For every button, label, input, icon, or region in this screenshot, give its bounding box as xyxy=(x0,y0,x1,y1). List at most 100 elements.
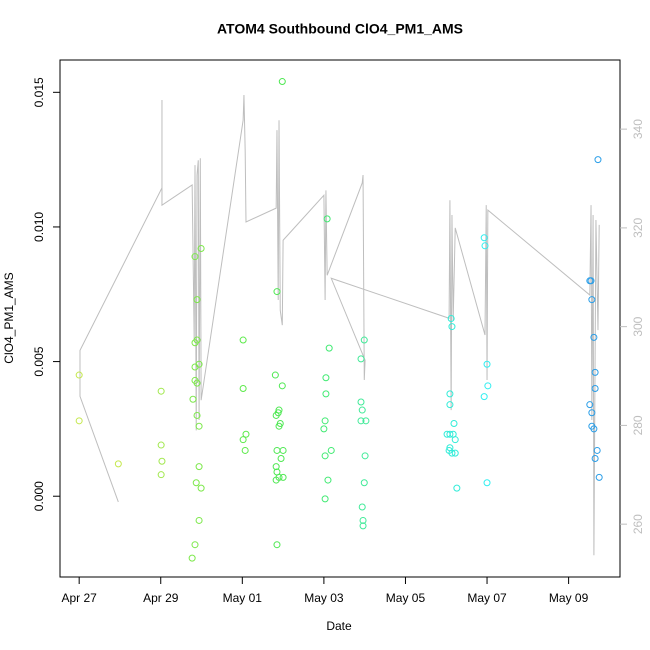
point xyxy=(195,463,203,471)
point xyxy=(273,541,281,549)
point xyxy=(360,336,368,344)
point xyxy=(272,411,280,419)
point xyxy=(242,430,250,438)
point xyxy=(357,398,365,406)
point xyxy=(189,395,197,403)
point xyxy=(272,463,280,471)
point xyxy=(158,457,166,465)
point xyxy=(278,382,286,390)
point xyxy=(279,473,287,481)
point xyxy=(157,471,165,479)
chart-title: ATOM4 Southbound ClO4_PM1_AMS xyxy=(217,21,463,37)
point xyxy=(359,516,367,524)
point xyxy=(446,390,454,398)
y-axis-label: ClO4_PM1_AMS xyxy=(2,272,16,363)
y-tick-label: 0.000 xyxy=(32,481,46,511)
point xyxy=(272,476,280,484)
point xyxy=(448,323,456,331)
x-tick-label: May 07 xyxy=(467,591,507,605)
point xyxy=(239,385,247,393)
x-tick-label: Apr 29 xyxy=(143,591,179,605)
point xyxy=(321,417,329,425)
y-tick-label: 0.005 xyxy=(32,346,46,376)
y-tick-label: 0.015 xyxy=(32,77,46,107)
point xyxy=(114,460,122,468)
point xyxy=(594,156,602,164)
point xyxy=(75,371,83,379)
point xyxy=(360,479,368,487)
point xyxy=(323,215,331,223)
point xyxy=(239,436,247,444)
point xyxy=(277,455,285,463)
x-axis-label: Date xyxy=(326,619,352,633)
point xyxy=(191,541,199,549)
point xyxy=(447,315,455,322)
point xyxy=(195,360,203,368)
point xyxy=(322,390,330,398)
y2-tick-label: 280 xyxy=(631,415,645,435)
point xyxy=(480,393,488,401)
point xyxy=(191,253,199,261)
point xyxy=(451,436,459,444)
plot-frame xyxy=(59,59,621,578)
point xyxy=(448,449,456,457)
point xyxy=(361,452,369,460)
point xyxy=(157,441,165,449)
point xyxy=(590,425,598,433)
point xyxy=(591,368,599,376)
point xyxy=(451,449,459,457)
point xyxy=(358,406,366,414)
point xyxy=(273,288,281,296)
point xyxy=(483,360,491,368)
point xyxy=(193,379,201,387)
point xyxy=(192,479,200,487)
point xyxy=(157,387,165,395)
x-tick-label: May 03 xyxy=(304,591,344,605)
point xyxy=(275,422,283,430)
point xyxy=(195,422,203,430)
point xyxy=(197,484,205,492)
point xyxy=(587,277,595,285)
y2-tick-label: 260 xyxy=(631,514,645,534)
point xyxy=(278,78,286,86)
point xyxy=(271,371,279,379)
point xyxy=(446,401,454,409)
point xyxy=(322,374,330,382)
point xyxy=(239,336,247,344)
point xyxy=(197,244,205,252)
point xyxy=(595,473,603,481)
y2-tick-label: 300 xyxy=(631,316,645,336)
point xyxy=(446,430,454,438)
point xyxy=(325,344,333,352)
point xyxy=(195,516,203,524)
point xyxy=(483,479,491,487)
point xyxy=(324,476,332,484)
point xyxy=(593,446,601,454)
y-tick-label: 0.010 xyxy=(32,212,46,242)
point xyxy=(358,503,366,511)
x-tick-label: May 09 xyxy=(549,591,589,605)
point xyxy=(591,455,599,463)
point xyxy=(357,417,365,425)
point xyxy=(481,242,489,250)
point xyxy=(590,333,598,341)
point xyxy=(75,417,83,425)
point xyxy=(279,446,287,454)
x-tick-label: May 01 xyxy=(223,591,263,605)
point xyxy=(320,425,328,433)
point xyxy=(193,336,201,344)
point xyxy=(321,495,329,503)
point xyxy=(327,446,335,454)
point xyxy=(480,234,488,242)
y2-tick-label: 320 xyxy=(631,218,645,238)
point xyxy=(241,446,249,454)
point xyxy=(588,409,596,417)
x-tick-label: May 05 xyxy=(386,591,426,605)
point xyxy=(359,522,367,530)
point xyxy=(193,296,201,304)
x-tick-label: Apr 27 xyxy=(61,591,97,605)
point xyxy=(586,401,594,409)
point xyxy=(450,420,458,428)
point xyxy=(588,296,596,304)
